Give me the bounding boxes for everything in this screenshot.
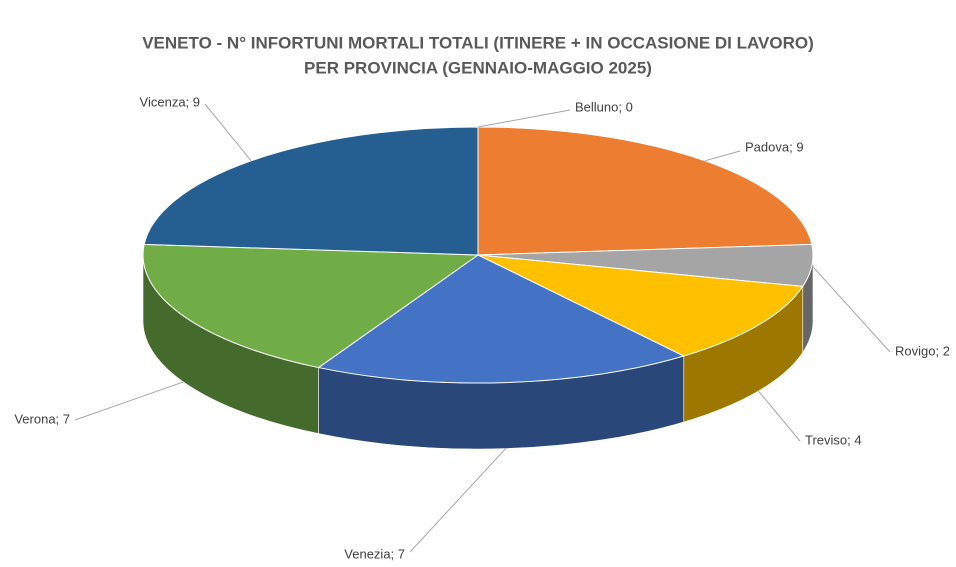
- slice: [142, 243, 480, 369]
- data-label: Belluno; 0: [575, 99, 633, 114]
- data-label: Vicenza; 9: [140, 94, 200, 109]
- slice: [317, 254, 686, 384]
- leader-line: [477, 109, 571, 128]
- data-label: Padova; 9: [745, 139, 804, 154]
- leader-line: [704, 150, 741, 162]
- leader-line: [758, 390, 801, 442]
- chart-title: PER PROVINCIA (GENNAIO-MAGGIO 2025): [304, 58, 652, 77]
- data-label: Verona; 7: [14, 411, 70, 426]
- data-label: Venezia; 7: [344, 546, 405, 561]
- data-label: Rovigo; 2: [895, 343, 950, 358]
- leader-line: [409, 448, 507, 553]
- chart-title: VENETO - N° INFORTUNI MORTALI TOTALI (IT…: [142, 33, 814, 52]
- slice: [143, 126, 479, 256]
- leader-line: [811, 265, 891, 353]
- slice: [477, 126, 813, 256]
- leader-line: [204, 103, 252, 162]
- slice: [477, 254, 804, 357]
- data-label: Treviso; 4: [805, 432, 862, 447]
- leader-line: [74, 381, 184, 421]
